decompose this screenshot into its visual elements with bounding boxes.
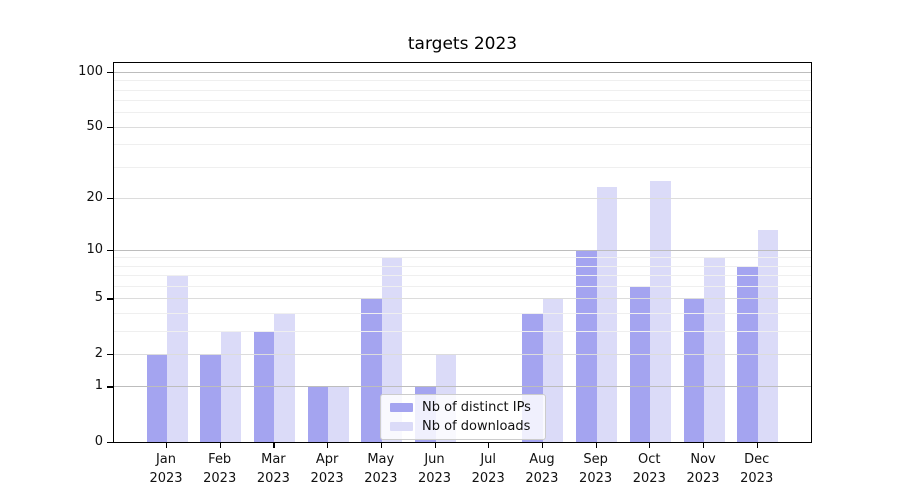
x-tick-mark bbox=[541, 443, 544, 448]
x-tick-mark bbox=[380, 443, 382, 448]
y-tick-label: 10 bbox=[86, 241, 103, 257]
x-tick-label: Mar 2023 bbox=[256, 452, 290, 486]
x-tick-mark bbox=[273, 443, 275, 448]
bar-layer bbox=[114, 63, 811, 442]
x-tick-mark bbox=[703, 443, 705, 448]
y-tick-label: 50 bbox=[86, 118, 103, 134]
bar-distinct-ips bbox=[576, 249, 597, 442]
x-tick-label: Apr 2023 bbox=[310, 452, 344, 486]
x-tick-mark bbox=[649, 443, 651, 448]
x-tick-mark bbox=[595, 443, 597, 448]
bar-downloads bbox=[757, 230, 779, 442]
x-tick-mark bbox=[166, 443, 168, 448]
legend-swatch-distinct-ips-icon bbox=[390, 402, 413, 413]
bar-downloads bbox=[596, 187, 618, 442]
legend-label-downloads: Nb of downloads bbox=[422, 419, 531, 434]
x-tick-label: May 2023 bbox=[364, 452, 398, 486]
y-tick-label: 100 bbox=[78, 64, 103, 79]
legend-item-distinct-ips: Nb of distinct IPs bbox=[390, 400, 539, 416]
x-tick-label: Nov 2023 bbox=[686, 452, 720, 486]
legend-item-downloads: Nb of downloads bbox=[390, 419, 539, 435]
bar-downloads bbox=[274, 313, 295, 442]
legend: Nb of distinct IPs Nb of downloads bbox=[380, 394, 546, 440]
y-tick-label: 0 bbox=[94, 434, 103, 449]
y-tick-label: 5 bbox=[94, 290, 103, 306]
chart-title: targets 2023 bbox=[407, 34, 518, 54]
bar-distinct-ips bbox=[683, 298, 704, 442]
x-tick-label: Jun 2023 bbox=[417, 452, 452, 486]
y-tick-label: 2 bbox=[94, 345, 103, 361]
x-tick-mark bbox=[434, 443, 436, 448]
x-tick-label: Oct 2023 bbox=[632, 452, 666, 486]
legend-swatch-downloads-icon bbox=[390, 421, 413, 432]
x-tick-label: Jan 2023 bbox=[149, 452, 183, 486]
bar-downloads bbox=[650, 180, 671, 442]
bar-distinct-ips bbox=[629, 286, 651, 442]
bar-distinct-ips bbox=[146, 353, 167, 442]
bar-downloads bbox=[704, 257, 725, 442]
x-tick-mark bbox=[219, 443, 221, 448]
x-tick-label: Jul 2023 bbox=[471, 452, 505, 486]
x-tick-label: Feb 2023 bbox=[203, 452, 237, 486]
bar-downloads bbox=[328, 386, 349, 442]
bar-distinct-ips bbox=[307, 386, 329, 442]
bar-distinct-ips bbox=[253, 330, 275, 442]
x-tick-label: Dec 2023 bbox=[740, 452, 774, 486]
bar-downloads bbox=[542, 298, 564, 442]
legend-label-distinct-ips: Nb of distinct IPs bbox=[422, 400, 531, 415]
y-tick-label: 1 bbox=[94, 378, 103, 394]
x-tick-mark bbox=[327, 443, 329, 448]
plot-area bbox=[113, 62, 812, 443]
bar-distinct-ips bbox=[737, 265, 758, 442]
bar-downloads bbox=[220, 330, 242, 442]
x-tick-mark bbox=[756, 443, 758, 448]
x-tick-label: Sep 2023 bbox=[579, 452, 613, 486]
bar-distinct-ips bbox=[200, 353, 221, 442]
bar-distinct-ips bbox=[361, 298, 382, 442]
x-tick-mark bbox=[488, 443, 490, 448]
x-tick-label: Aug 2023 bbox=[525, 452, 559, 486]
y-tick-label: 20 bbox=[86, 189, 103, 205]
bar-downloads bbox=[167, 275, 188, 442]
